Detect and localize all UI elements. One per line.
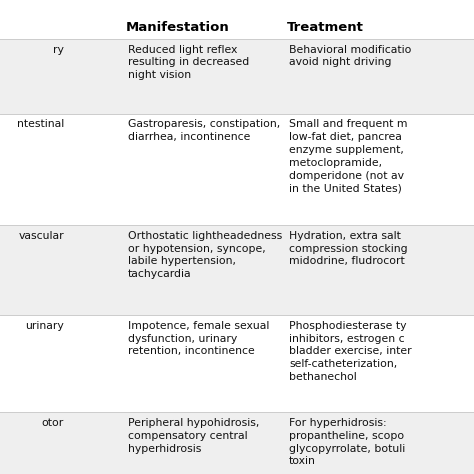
Text: Orthostatic lightheadedness
or hypotension, syncope,
labile hypertension,
tachyc: Orthostatic lightheadedness or hypotensi…: [128, 231, 282, 279]
Text: ntestinal: ntestinal: [17, 119, 64, 129]
Bar: [0, 0, 474, 39]
Bar: [0, 225, 474, 315]
Text: Gastroparesis, constipation,
diarrhea, incontinence: Gastroparesis, constipation, diarrhea, i…: [128, 119, 280, 142]
Bar: [0, 39, 474, 114]
Text: vascular: vascular: [18, 231, 64, 241]
Bar: [0, 412, 474, 474]
Text: Small and frequent m
low-fat diet, pancrea
enzyme supplement,
metoclopramide,
do: Small and frequent m low-fat diet, pancr…: [289, 119, 408, 193]
Text: ry: ry: [53, 45, 64, 55]
Text: Treatment: Treatment: [287, 21, 364, 34]
Text: otor: otor: [42, 418, 64, 428]
Text: For hyperhidrosis:
propantheline, scopo
glycopyrrolate, botuli
toxin: For hyperhidrosis: propantheline, scopo …: [289, 418, 405, 466]
Text: Phosphodiesterase ty
inhibitors, estrogen c
bladder exercise, inter
self-cathete: Phosphodiesterase ty inhibitors, estroge…: [289, 321, 412, 382]
Text: urinary: urinary: [25, 321, 64, 331]
Bar: [0, 114, 474, 225]
Text: Impotence, female sexual
dysfunction, urinary
retention, incontinence: Impotence, female sexual dysfunction, ur…: [128, 321, 269, 356]
Text: Peripheral hypohidrosis,
compensatory central
hyperhidrosis: Peripheral hypohidrosis, compensatory ce…: [128, 418, 259, 454]
Text: Reduced light reflex
resulting in decreased
night vision: Reduced light reflex resulting in decrea…: [128, 45, 249, 80]
Text: Hydration, extra salt
compression stocking
midodrine, fludrocort: Hydration, extra salt compression stocki…: [289, 231, 408, 266]
Text: Behavioral modificatio
avoid night driving: Behavioral modificatio avoid night drivi…: [289, 45, 411, 67]
Text: Manifestation: Manifestation: [126, 21, 229, 34]
Bar: [0, 315, 474, 412]
